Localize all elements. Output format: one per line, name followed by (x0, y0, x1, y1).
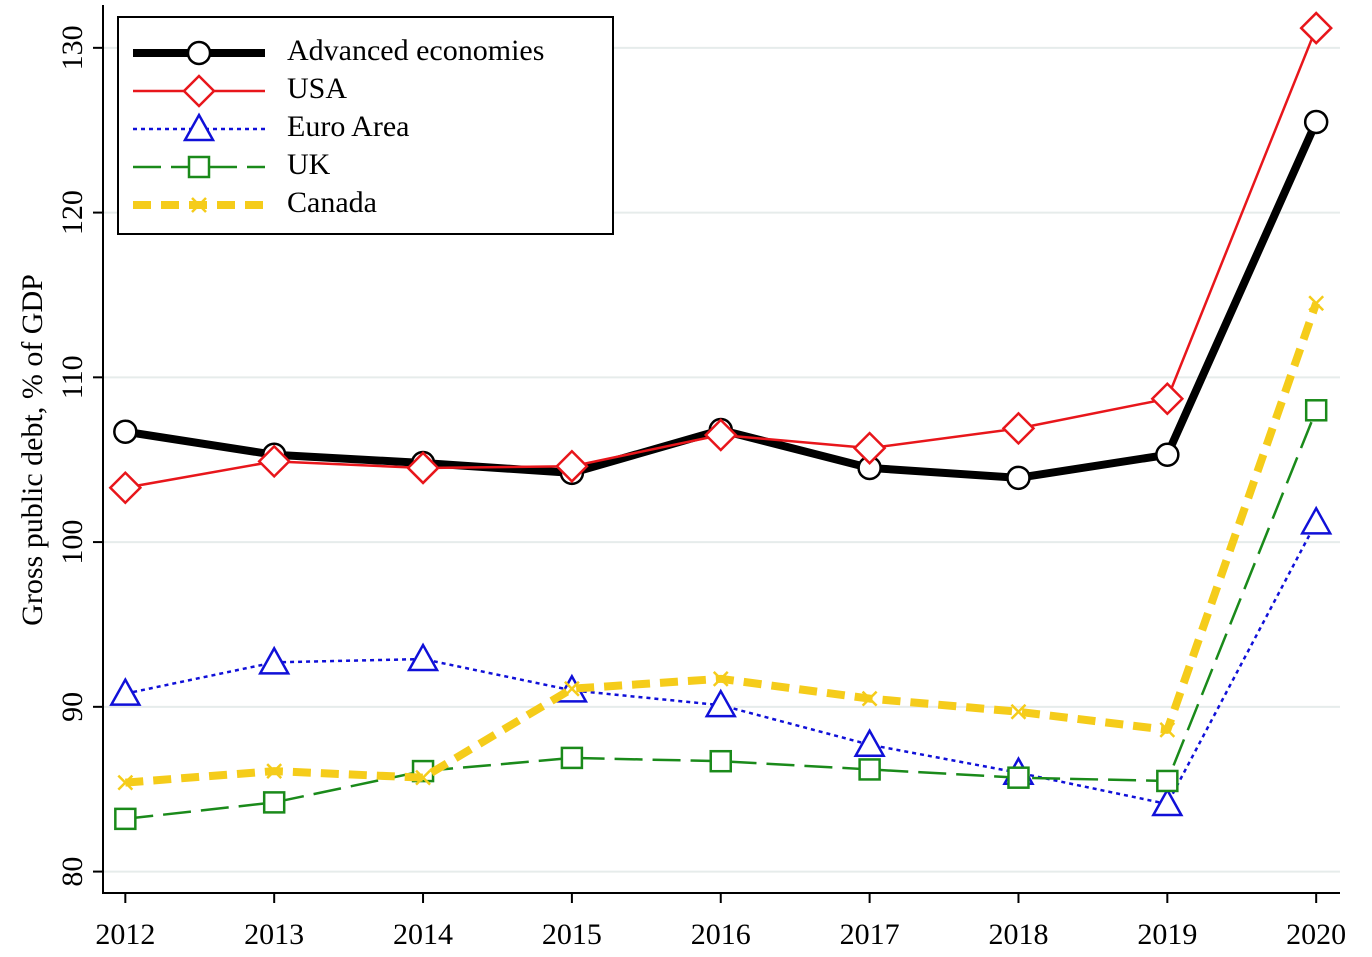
marker (712, 670, 729, 687)
marker (1156, 769, 1179, 793)
marker (703, 418, 738, 452)
marker (1006, 465, 1031, 491)
marker (117, 774, 134, 791)
marker (1300, 505, 1333, 535)
x-tick-label: 2019 (1137, 918, 1197, 951)
legend-label: Euro Area (287, 110, 409, 143)
y-tick-label: 100 (56, 520, 89, 565)
marker (258, 645, 291, 675)
marker (1001, 411, 1036, 446)
y-tick-label: 120 (56, 190, 89, 235)
marker (108, 470, 143, 505)
x-tick-label: 2016 (691, 918, 751, 951)
marker (1010, 703, 1027, 720)
marker (114, 807, 137, 831)
marker (257, 444, 291, 479)
marker (113, 419, 138, 444)
x-tick-label: 2013 (244, 918, 304, 951)
y-tick-label: 80 (56, 857, 89, 887)
marker (555, 449, 589, 484)
x-tick-label: 2014 (393, 918, 453, 951)
marker (1151, 787, 1184, 817)
x-tick-label: 2020 (1286, 918, 1346, 951)
marker (1304, 399, 1328, 422)
marker (560, 746, 584, 770)
x-tick-label: 2017 (840, 918, 900, 951)
marker (266, 763, 283, 779)
marker (406, 642, 440, 672)
marker (262, 791, 286, 814)
legend-marker (182, 112, 216, 142)
marker (1155, 442, 1180, 468)
x-tick-label: 2012 (95, 918, 155, 951)
y-axis-title: Gross public debt, % of GDP (16, 274, 49, 626)
legend-marker (187, 155, 211, 179)
x-tick-label: 2015 (542, 918, 602, 951)
y-tick-label: 110 (56, 355, 89, 399)
y-tick-label: 90 (56, 692, 89, 722)
marker (861, 690, 878, 707)
marker (415, 769, 431, 786)
marker (858, 758, 881, 781)
marker (852, 431, 887, 465)
marker (853, 728, 886, 757)
marker (1308, 295, 1325, 312)
marker (704, 688, 737, 718)
x-tick-label: 2018 (988, 918, 1048, 951)
legend-label: UK (287, 148, 331, 181)
y-tick-label: 130 (56, 25, 89, 70)
marker (1150, 381, 1185, 416)
legend-label: Advanced economies (287, 34, 544, 67)
marker (1299, 11, 1333, 45)
legend-label: Canada (287, 186, 377, 219)
marker (709, 749, 733, 773)
legend-marker (191, 197, 207, 213)
marker (109, 677, 142, 706)
series-line (125, 409, 1318, 821)
marker (1007, 766, 1030, 789)
legend-marker (186, 40, 212, 66)
marker (1303, 109, 1329, 135)
marker (1159, 722, 1176, 738)
legend-marker (182, 74, 216, 108)
marker (564, 680, 580, 697)
marker (406, 451, 440, 485)
legend-label: USA (287, 72, 347, 105)
